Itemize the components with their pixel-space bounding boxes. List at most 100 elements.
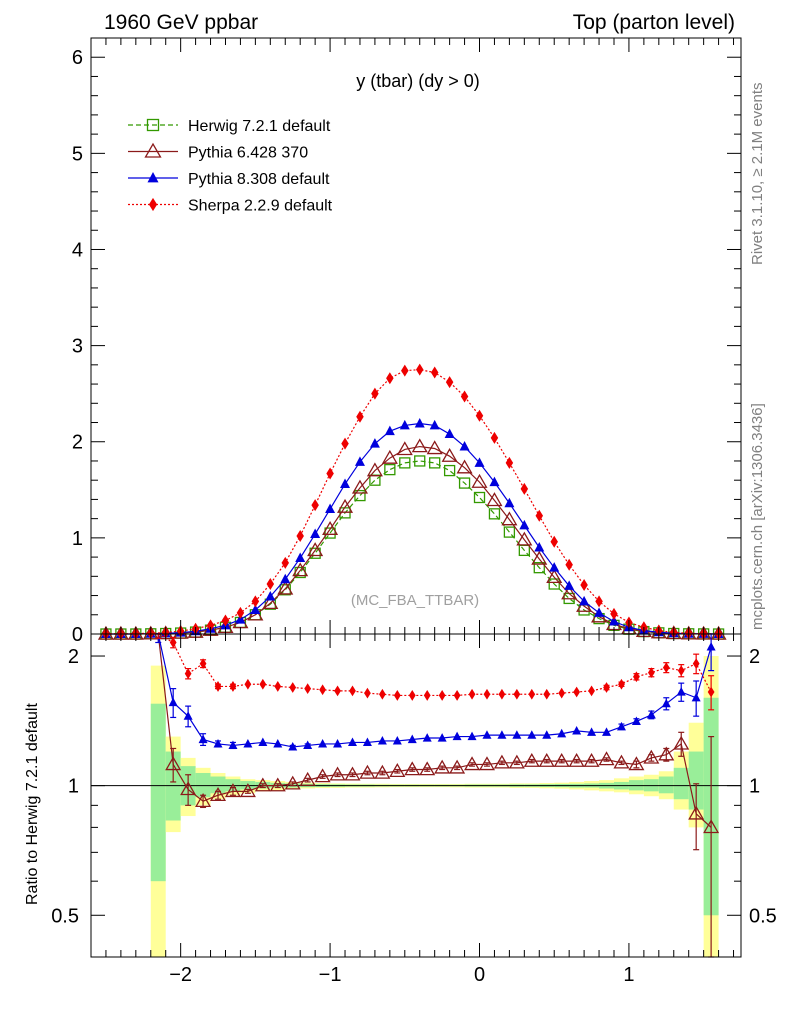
ratio-point: [482, 730, 492, 739]
data-point: [336, 498, 354, 513]
legend-entry-pythia-8-308-default: Pythia 8.308 default: [128, 171, 330, 188]
ratio-point: [422, 733, 432, 742]
ratio-point: [198, 734, 208, 744]
data-point: [384, 463, 396, 476]
ratio-point: [483, 688, 491, 700]
ratio-y-tick-label: 1: [68, 776, 79, 798]
ratio-point: [269, 777, 286, 792]
ratio-point: [613, 754, 630, 769]
ratio-point: [165, 756, 182, 771]
ratio-y-tick-label-right: 1: [749, 776, 760, 798]
ratio-point: [467, 731, 477, 741]
ratio-point: [359, 764, 376, 779]
data-point: [445, 376, 454, 389]
ratio-point: [558, 687, 566, 699]
ratio-point: [572, 725, 582, 735]
data-point: [503, 526, 516, 538]
ratio-point: [587, 727, 597, 736]
series-pythia-6-428-370: [97, 438, 727, 640]
ratio-plot-panel: 0.5 0.5 1 1 2 2 −2 −1 0 1: [51, 633, 777, 986]
data-point: [549, 562, 560, 572]
data-point: [505, 456, 514, 469]
ratio-point: [583, 752, 600, 767]
header-left-title: 1960 GeV ppbar: [104, 11, 258, 34]
data-point: [250, 604, 261, 614]
ratio-point: [513, 688, 521, 700]
ratio-point: [289, 682, 297, 693]
ratio-point: [423, 690, 431, 701]
ratio-point: [646, 709, 656, 719]
data-point: [471, 473, 488, 488]
data-point: [262, 595, 279, 609]
data-point: [415, 363, 424, 376]
ratio-point: [543, 688, 551, 700]
data-point: [531, 550, 548, 565]
data-point: [546, 569, 563, 584]
ratio-point: [527, 730, 537, 739]
ratio-point: [288, 741, 298, 751]
ratio-point: [692, 658, 700, 670]
data-point: [366, 462, 383, 477]
data-point: [548, 578, 560, 590]
data-point: [386, 372, 394, 385]
data-point: [533, 562, 545, 574]
ratio-point: [318, 738, 328, 748]
ratio-series-sherpa-2-2-9-default: [155, 633, 715, 711]
data-point: [371, 387, 379, 400]
ratio-point: [199, 658, 207, 670]
ratio-point: [392, 736, 402, 745]
data-point: [520, 482, 529, 495]
data-point: [550, 535, 558, 548]
ratio-point: [523, 752, 540, 767]
ratio-line: [157, 633, 712, 828]
ratio-point: [349, 685, 356, 697]
data-point: [411, 438, 428, 453]
ratio-point: [419, 761, 436, 776]
data-point: [474, 457, 485, 467]
ratio-point: [602, 727, 612, 736]
data-point: [414, 417, 425, 428]
ratio-point: [213, 738, 223, 748]
data-point: [311, 499, 319, 512]
ratio-point: [347, 737, 357, 747]
ratio-point: [169, 637, 177, 648]
data-point: [561, 585, 578, 600]
data-point: [580, 578, 588, 591]
ratio-line: [157, 633, 712, 697]
ratio-point: [643, 749, 660, 764]
data-point: [473, 491, 486, 504]
ratio-point: [707, 686, 715, 698]
ratio-point: [452, 731, 462, 741]
data-point: [356, 410, 364, 423]
data-point: [535, 509, 544, 522]
ratio-point: [243, 738, 253, 748]
data-point: [430, 366, 439, 379]
ratio-point: [673, 735, 690, 750]
ratio-point: [598, 751, 615, 766]
ratio-point: [259, 678, 267, 690]
ratio-point: [542, 730, 552, 739]
ratio-point: [449, 759, 466, 774]
ratio-point: [404, 761, 421, 776]
data-point: [488, 508, 501, 520]
ratio-point: [688, 805, 705, 820]
legend-entry-pythia-6-428-370: Pythia 6.428 370: [128, 142, 308, 162]
ratio-point: [468, 688, 476, 700]
legend-label: Pythia 6.428 370: [188, 145, 308, 162]
series-herwig-7-2-1-default: [100, 455, 725, 640]
data-point: [280, 573, 291, 584]
data-point: [396, 441, 413, 456]
data-point: [504, 497, 515, 508]
ratio-point: [228, 740, 238, 750]
data-point: [351, 479, 368, 494]
ratio-point: [244, 678, 252, 690]
data-point: [277, 580, 294, 595]
ratio-point: [662, 662, 670, 673]
data-point: [565, 558, 573, 571]
ratio-y-tick-label: 2: [68, 646, 79, 668]
ratio-point: [344, 766, 361, 781]
ratio-point: [303, 740, 313, 750]
ratio-y-tick-label-right: 0.5: [749, 905, 777, 927]
ratio-point: [493, 754, 510, 769]
